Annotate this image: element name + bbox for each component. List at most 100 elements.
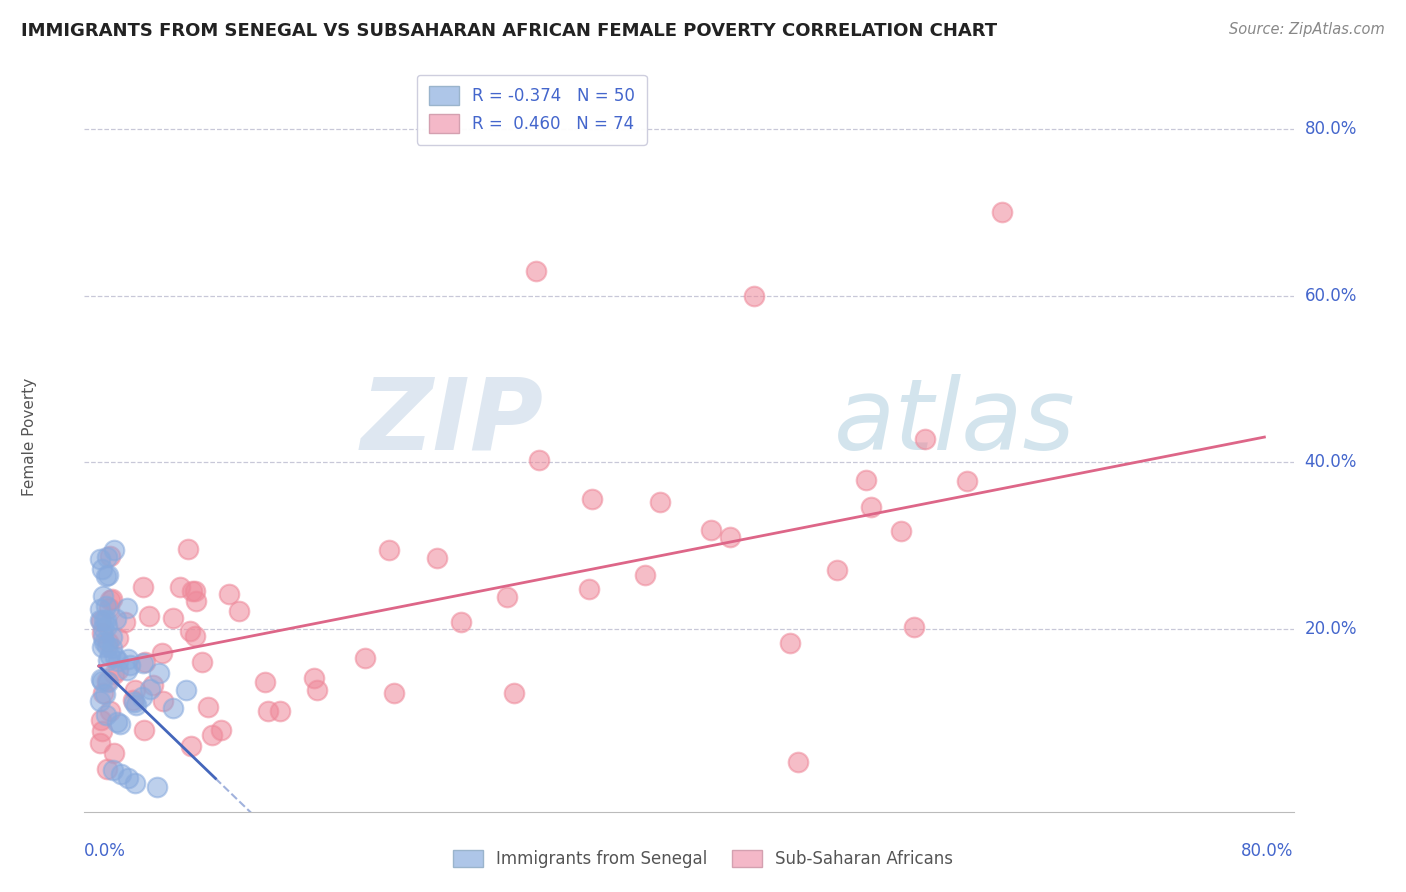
Text: 40.0%: 40.0% [1305,453,1357,471]
Point [96,673,118,688]
Point [93,687,115,701]
Point [96,569,118,583]
Point [354,651,377,665]
Point [169,580,191,594]
Point [174,683,197,698]
Point [89,736,111,750]
Point [115,600,138,615]
Point [132,656,155,670]
Point [162,700,184,714]
Point [90,640,112,654]
Point [93,635,115,649]
Point [96,599,118,613]
Point [89,694,111,708]
Point [101,630,124,644]
Text: Source: ZipAtlas.com: Source: ZipAtlas.com [1229,22,1385,37]
Point [744,288,766,302]
Point [138,608,160,623]
Point [90,615,112,629]
Point [142,678,165,692]
Point [89,602,111,616]
Point [209,723,232,737]
Point [495,590,517,604]
Point [90,714,112,728]
Point [96,550,118,565]
Point [97,634,120,648]
Point [186,594,208,608]
Point [120,657,142,672]
Text: 80.0%: 80.0% [1241,842,1294,860]
Point [890,524,912,538]
Point [90,625,112,640]
Point [101,640,124,655]
Point [132,580,155,594]
Point [201,728,224,742]
Point [98,648,121,663]
Point [148,666,170,681]
Point [91,686,114,700]
Point [103,746,125,760]
Point [450,615,472,629]
Point [859,500,882,515]
Point [218,586,240,600]
Point [89,552,111,566]
Point [98,601,121,615]
Point [699,523,721,537]
Text: atlas: atlas [834,374,1076,471]
Point [97,568,120,582]
Point [426,550,449,565]
Point [91,630,114,644]
Point [98,593,121,607]
Point [718,530,741,544]
Point [184,584,207,599]
Point [177,541,200,556]
Point [180,739,202,754]
Point [779,636,801,650]
Point [827,563,849,577]
Point [122,694,145,708]
Point [162,610,184,624]
Point [100,591,122,606]
Point [302,671,325,685]
Legend: R = -0.374   N = 50, R =  0.460   N = 74: R = -0.374 N = 50, R = 0.460 N = 74 [418,75,647,145]
Point [650,495,672,509]
Point [146,780,169,794]
Point [184,629,207,643]
Point [634,568,657,582]
Point [914,432,936,446]
Point [382,686,405,700]
Text: 60.0%: 60.0% [1305,286,1357,304]
Point [97,653,120,667]
Point [991,205,1014,219]
Point [94,708,117,723]
Point [787,755,810,769]
Point [581,492,603,507]
Point [103,763,125,777]
Point [108,717,131,731]
Point [134,723,156,737]
Point [152,694,174,708]
Point [90,673,112,687]
Point [122,693,145,707]
Point [93,613,115,627]
Legend: Immigrants from Senegal, Sub-Saharan Africans: Immigrants from Senegal, Sub-Saharan Afr… [446,843,960,875]
Point [269,704,291,718]
Point [110,767,132,781]
Point [104,650,127,665]
Point [96,762,118,776]
Point [150,646,173,660]
Point [107,632,129,646]
Point [134,655,156,669]
Text: IMMIGRANTS FROM SENEGAL VS SUBSAHARAN AFRICAN FEMALE POVERTY CORRELATION CHART: IMMIGRANTS FROM SENEGAL VS SUBSAHARAN AF… [21,22,997,40]
Point [117,652,139,666]
Point [180,583,202,598]
Point [91,674,114,689]
Point [855,473,877,487]
Point [378,543,401,558]
Point [117,772,139,786]
Point [114,615,136,630]
Point [190,655,212,669]
Text: 80.0%: 80.0% [1305,120,1357,138]
Point [94,613,117,627]
Point [107,663,129,677]
